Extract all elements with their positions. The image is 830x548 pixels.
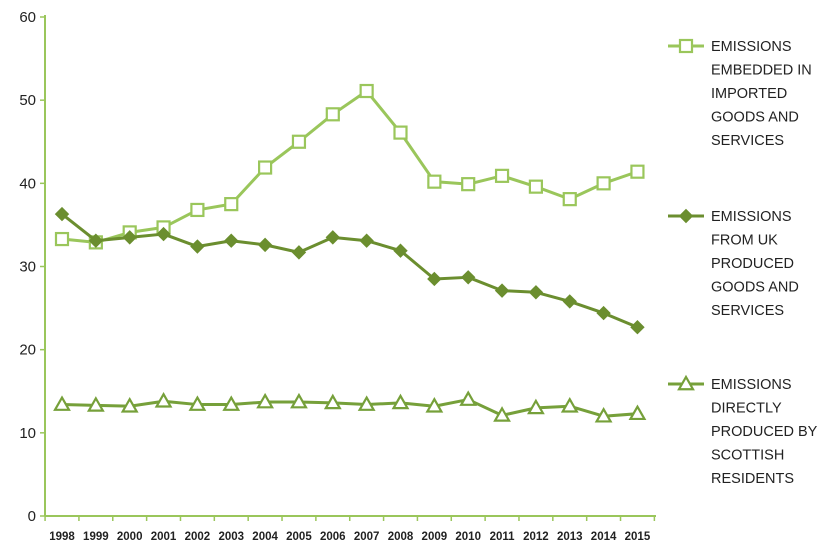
data-point [357, 395, 376, 411]
legend-swatch-marker [678, 38, 694, 54]
y-tick-label: 60 [19, 9, 36, 26]
data-point [188, 395, 207, 411]
y-tick-label: 0 [28, 508, 36, 525]
y-tick-label: 20 [19, 342, 36, 359]
data-point [393, 125, 408, 140]
data-point [224, 233, 239, 248]
x-tick-label: 2006 [320, 531, 346, 543]
legend-entry-3: EMISSIONS DIRECTLY PRODUCED BY SCOTTISH RESI… [668, 374, 818, 487]
data-point [154, 392, 173, 408]
data-point [86, 396, 105, 412]
data-point [494, 168, 510, 183]
x-tick-label: 2015 [625, 531, 651, 543]
data-point [222, 395, 241, 411]
series-2 [54, 206, 645, 335]
data-point [594, 406, 613, 423]
y-tick-label: 50 [19, 92, 36, 109]
data-point [527, 398, 545, 415]
x-tick-label: 2007 [354, 531, 380, 543]
y-tick-label: 10 [19, 425, 36, 442]
x-tick-label: 1999 [83, 531, 109, 543]
x-tick-label: 2000 [117, 531, 143, 543]
x-tick-label: 2004 [252, 531, 278, 543]
data-point [560, 397, 579, 413]
data-point [359, 83, 374, 99]
data-point [291, 134, 307, 149]
data-point [54, 206, 70, 222]
y-tick-label: 40 [19, 175, 36, 192]
legend-swatch-marker [678, 208, 694, 224]
series-3 [53, 390, 647, 423]
legend-label: EMISSIONS FROM UK PRODUCED GOODS AND SERVICE… [711, 209, 799, 319]
data-point [628, 404, 647, 421]
data-point [562, 192, 577, 207]
data-point [596, 176, 611, 191]
legend-entry-1: EMISSIONS EMBEDDED IN IMPORTED GOODS AND SER… [668, 38, 812, 149]
x-tick-label: 2008 [388, 531, 414, 543]
x-tick-label: 2012 [523, 531, 549, 543]
data-point [427, 271, 442, 287]
data-point [325, 107, 340, 122]
data-point [391, 393, 410, 410]
legend-entry-2: EMISSIONS FROM UK PRODUCED GOODS AND SERVICE… [668, 208, 799, 319]
data-point [425, 397, 444, 413]
data-point [494, 283, 510, 298]
data-point [630, 164, 645, 179]
data-point [393, 243, 408, 258]
data-point [257, 237, 273, 253]
x-tick-label: 2013 [557, 531, 583, 543]
series-1 [54, 83, 645, 250]
legend-label: EMISSIONS EMBEDDED IN IMPORTED GOODS AND SER… [711, 39, 812, 149]
x-tick-label: 2011 [490, 531, 516, 543]
x-tick-label: 2009 [422, 531, 448, 543]
x-tick-label: 2003 [218, 531, 244, 543]
data-point [459, 390, 478, 406]
axes: 0 10 20 30 40 50 60 1998 1999 2000 2001 2002 2003 200… [19, 9, 656, 543]
data-point [256, 392, 274, 409]
legend: EMISSIONS EMBEDDED IN IMPORTED GOODS AND SER… [668, 38, 818, 487]
data-point [156, 226, 171, 242]
data-point [562, 294, 577, 309]
y-tick-label: 30 [19, 259, 36, 276]
x-tick-label: 1998 [49, 531, 75, 543]
data-point [596, 305, 611, 321]
data-point [291, 245, 307, 260]
data-point [122, 230, 137, 245]
data-point [190, 202, 205, 218]
data-point [461, 177, 476, 192]
legend-swatch-marker [677, 374, 695, 391]
data-point [630, 320, 645, 335]
data-point [190, 239, 205, 254]
series-line [61, 89, 638, 244]
data-point [290, 392, 308, 409]
series-layer [53, 83, 647, 423]
data-point [323, 393, 342, 410]
x-tick-label: 2010 [455, 531, 481, 543]
x-tick-label: 2001 [151, 531, 177, 543]
data-point [54, 231, 70, 247]
data-point [258, 160, 273, 175]
data-point [493, 406, 511, 422]
data-point [528, 179, 544, 194]
x-tick-label: 2002 [185, 531, 211, 543]
data-point [53, 395, 71, 411]
x-tick-label: 2005 [286, 531, 312, 543]
data-point [88, 233, 104, 248]
data-point [325, 230, 341, 245]
data-point [427, 174, 442, 189]
data-point [224, 197, 239, 212]
x-tick-label: 2014 [591, 531, 617, 543]
legend-label: EMISSIONS DIRECTLY PRODUCED BY SCOTTISH RESI… [711, 377, 818, 487]
data-point [359, 233, 374, 248]
series-line [61, 398, 638, 418]
data-point [120, 397, 139, 413]
data-point [528, 285, 544, 300]
data-point [460, 270, 476, 285]
